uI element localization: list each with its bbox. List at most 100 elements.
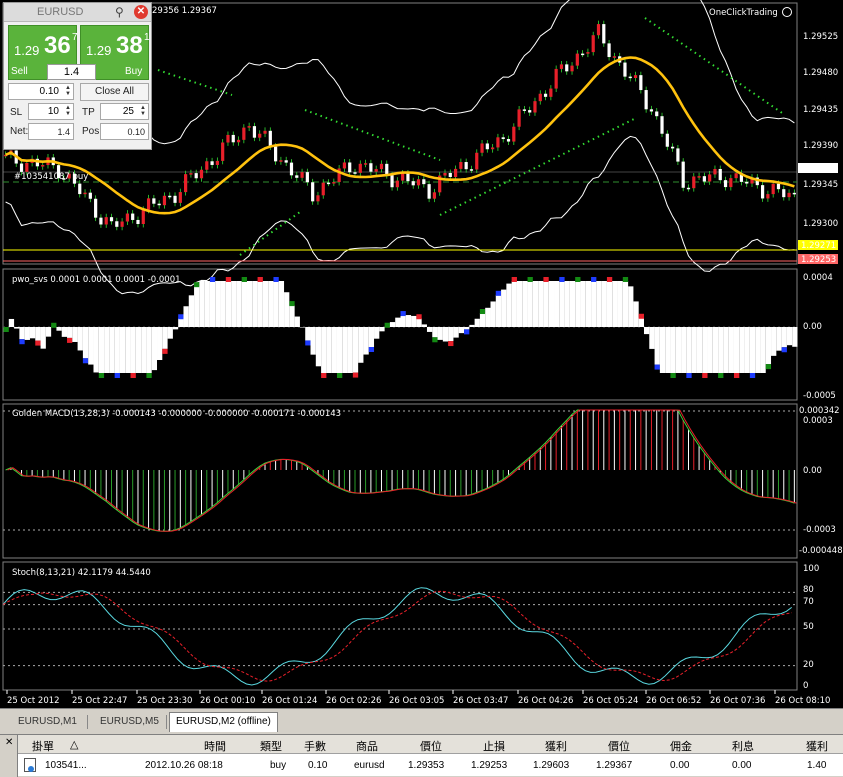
table-row[interactable]: 103541... 2012.10.26 08:18 buy 0.10 euru… bbox=[18, 755, 843, 775]
time-axis-label: 25 Oct 22:47 bbox=[72, 696, 127, 706]
candle-body bbox=[502, 137, 505, 139]
pwo-bar bbox=[247, 281, 252, 327]
pwo-signal-bar bbox=[559, 277, 564, 282]
pwo-bar bbox=[475, 319, 480, 327]
candle-body bbox=[25, 163, 28, 172]
col-swap[interactable]: 利息 bbox=[732, 738, 754, 754]
pwo-signal-bar bbox=[321, 373, 326, 378]
col-time[interactable]: 時間 bbox=[204, 738, 226, 754]
pwo-bar bbox=[374, 327, 379, 339]
candle-body bbox=[491, 147, 494, 149]
col-tp[interactable]: 獲利 bbox=[545, 738, 567, 754]
pwo-bar bbox=[9, 319, 14, 327]
candle-body bbox=[597, 24, 600, 35]
candle-body bbox=[787, 193, 790, 197]
pwo-bar bbox=[35, 327, 40, 341]
candle-body bbox=[523, 109, 526, 111]
candle-body bbox=[729, 178, 732, 187]
time-axis-label: 26 Oct 00:10 bbox=[200, 696, 255, 706]
candle-body bbox=[237, 140, 240, 142]
panel-titlebar[interactable]: EURUSD ⚲ ✕ bbox=[4, 3, 151, 22]
pwo-signal-bar bbox=[67, 338, 72, 343]
pwo-bar bbox=[109, 327, 114, 373]
sar-dots bbox=[158, 70, 232, 95]
col-profit[interactable]: 獲利 bbox=[806, 738, 828, 754]
close-all-button[interactable]: Close All bbox=[80, 83, 149, 101]
pwo-signal-bar bbox=[782, 347, 787, 352]
stoch-pane-frame bbox=[3, 562, 797, 690]
pwo-signal-bar bbox=[623, 277, 628, 282]
pin-icon[interactable]: ⚲ bbox=[115, 5, 124, 19]
sell-price-big: 36 bbox=[44, 32, 71, 60]
pwo-signal-bar bbox=[401, 311, 406, 316]
col-sl[interactable]: 止損 bbox=[483, 738, 505, 754]
col-commission[interactable]: 佣金 bbox=[670, 738, 692, 754]
pwo-bar bbox=[67, 327, 72, 338]
price-header-text: 29356 1.29367 bbox=[152, 6, 217, 16]
time-axis-label: 25 Oct 2012 bbox=[7, 696, 60, 706]
col-price[interactable]: 價位 bbox=[420, 738, 442, 754]
candle-body bbox=[761, 185, 764, 198]
pwo-signal-bar bbox=[83, 358, 88, 363]
pwo-bar bbox=[348, 327, 353, 373]
one-click-trading-panel[interactable]: EURUSD ⚲ ✕ 1.29 36 7 Sell 1.29 38 1 Buy … bbox=[3, 2, 152, 150]
tab-divider bbox=[166, 715, 167, 729]
candle-body bbox=[311, 182, 314, 201]
tab-eurusd-m1[interactable]: EURUSD,M1 bbox=[12, 713, 83, 731]
candle-body bbox=[724, 180, 727, 187]
price-axis-label: 1.29271 bbox=[801, 241, 836, 251]
candle-body bbox=[433, 192, 436, 198]
tp-stepper[interactable]: 25 ▲▼ bbox=[100, 103, 149, 120]
candle-body bbox=[300, 172, 303, 178]
col-symbol[interactable]: 商品 bbox=[356, 738, 378, 754]
candle-body bbox=[200, 170, 203, 179]
tab-eurusd-m5[interactable]: EURUSD,M5 bbox=[94, 713, 165, 731]
candle-body bbox=[136, 220, 139, 224]
spin-arrows-icon[interactable]: ▲▼ bbox=[65, 85, 71, 97]
close-icon[interactable]: ✕ bbox=[134, 5, 148, 19]
pwo-bar bbox=[580, 281, 585, 327]
pwo-bar bbox=[131, 327, 136, 373]
sl-value: 10 bbox=[48, 106, 59, 117]
time-axis-label: 26 Oct 02:26 bbox=[326, 696, 381, 706]
pwo-signal-bar bbox=[686, 373, 691, 378]
pwo-bar bbox=[104, 327, 109, 373]
sar-dots bbox=[645, 18, 785, 115]
candle-body bbox=[353, 172, 356, 174]
candle-body bbox=[475, 153, 478, 170]
pwo-bar bbox=[453, 327, 458, 338]
pwo-bar bbox=[655, 327, 660, 365]
volume-input[interactable]: 1.4 bbox=[47, 64, 96, 80]
pwo-bar bbox=[787, 327, 792, 345]
candle-body bbox=[359, 164, 362, 173]
candle-body bbox=[115, 221, 118, 227]
col-type[interactable]: 類型 bbox=[260, 738, 282, 754]
sort-arrow-icon[interactable]: △ bbox=[70, 738, 78, 751]
candle-body bbox=[41, 165, 44, 167]
pwo-signal-bar bbox=[226, 277, 231, 282]
spin-arrows-icon[interactable]: ▲▼ bbox=[140, 105, 146, 117]
pwo-bar bbox=[681, 327, 686, 373]
candle-body bbox=[422, 179, 425, 184]
lot-stepper[interactable]: 0.10 ▲▼ bbox=[8, 83, 74, 100]
col-current-price[interactable]: 價位 bbox=[608, 738, 630, 754]
time-axis-label: 26 Oct 06:52 bbox=[646, 696, 701, 706]
pwo-bar bbox=[14, 327, 19, 329]
col-lots[interactable]: 手數 bbox=[304, 738, 326, 754]
close-terminal-icon[interactable]: ✕ bbox=[5, 737, 13, 748]
spin-arrows-icon[interactable]: ▲▼ bbox=[65, 105, 71, 117]
tab-eurusd-m2-offline[interactable]: EURUSD,M2 (offline) bbox=[169, 712, 278, 732]
sl-stepper[interactable]: 10 ▲▼ bbox=[28, 103, 74, 120]
pwo-signal-bar bbox=[528, 277, 533, 282]
col-order[interactable]: 掛單 bbox=[32, 738, 54, 754]
candle-body bbox=[99, 218, 102, 225]
pwo-signal-bar bbox=[162, 349, 167, 354]
candle-body bbox=[195, 173, 198, 178]
pwo-signal-bar bbox=[416, 314, 421, 319]
candle-body bbox=[316, 195, 319, 201]
pwo-bar bbox=[480, 313, 485, 327]
pwo-bar bbox=[120, 327, 125, 373]
table-header: 掛單 △ 時間 類型 手數 商品 價位 止損 獲利 價位 佣金 利息 獲利 bbox=[18, 735, 843, 754]
pwo-signal-bar bbox=[639, 314, 644, 319]
